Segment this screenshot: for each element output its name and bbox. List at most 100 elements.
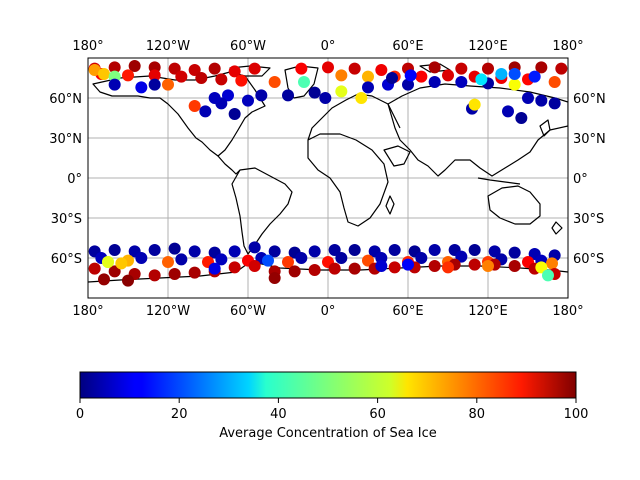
lon-tick-label-top: 60°E [392,39,423,54]
sea-ice-point [308,264,321,276]
sea-ice-point [175,253,188,266]
colorbar-label: Average Concentration of Sea Ice [219,426,437,441]
sea-ice-point [455,62,468,75]
colorbar-tick-label: 40 [270,407,287,422]
lat-tick-label-right: 30°S [573,212,604,227]
lon-tick-label-bottom: 60°W [230,304,266,319]
sea-ice-point [488,245,501,258]
sea-ice-point [535,94,548,107]
sea-ice-point [548,76,561,88]
sea-ice-point [355,92,368,104]
sea-ice-point [428,61,441,74]
sea-ice-point [208,262,221,275]
sea-ice-point [215,73,228,86]
sea-ice-point [242,94,254,107]
sea-ice-point [188,64,201,76]
sea-ice-point [319,92,332,104]
lat-tick-label-right: 60°N [573,92,606,107]
japan-coastline [539,119,551,137]
sea-ice-point [328,244,341,256]
colorbar-tick-label: 20 [171,407,188,422]
sea-ice-point [228,65,241,78]
sea-ice-point [362,70,374,83]
sea-ice-point [362,81,374,94]
sea-ice-point [135,81,148,94]
sea-ice-point [348,62,361,75]
sea-ice-point [288,265,301,278]
sea-ice-point [88,262,101,275]
lon-tick-label-bottom: 180° [552,304,583,319]
sea-ice-point [168,62,181,75]
sea-ice-point [388,244,401,256]
lat-tick-label-left: 60°N [49,92,82,107]
sea-ice-point [322,61,334,74]
sea-ice-point [475,73,488,86]
colorbar-tick-label: 0 [76,407,84,422]
sea-ice-point [222,89,234,102]
sea-ice-point [375,64,388,76]
north-america-coastline [92,71,266,157]
sea-ice-point [298,76,310,88]
sea-ice-point [188,245,201,258]
sea-ice-point [228,261,241,274]
sea-ice-point [542,269,554,282]
sea-ice-point [402,258,414,271]
sea-ice-point [308,86,321,99]
sea-ice-point [228,108,241,120]
sea-ice-point [175,70,188,83]
sea-ice-point [208,62,221,75]
lat-tick-label-right: 0° [573,172,588,187]
sea-ice-point [268,76,281,88]
sea-ice-point [108,265,121,278]
sea-ice-point [415,70,428,83]
sea-ice-point [228,245,241,258]
sea-ice-point [508,78,521,91]
sea-ice-point [388,261,401,274]
sea-ice-point [188,100,201,112]
sea-ice-point [188,266,201,279]
sea-ice-point [328,262,341,275]
sea-ice-point [386,72,398,84]
sea-ice-points [88,60,568,287]
sea-ice-point [208,92,221,104]
sea-ice-point [268,245,281,258]
sea-ice-point [522,92,534,104]
sea-ice-point [308,245,321,258]
sea-ice-point [508,260,521,272]
sea-ice-point [348,262,361,275]
lon-tick-label-top: 180° [552,39,583,54]
sea-ice-point [199,105,212,118]
south-america-coastline [231,167,293,255]
lon-tick-label-top: 0° [321,39,336,54]
sea-ice-point [402,78,414,91]
colorbar-tick-label: 100 [564,407,589,422]
sea-ice-point [282,256,294,268]
sea-ice-point [335,69,348,82]
sea-ice-point [282,89,294,102]
sea-ice-point [98,273,110,286]
sea-ice-point [428,260,441,272]
sea-ice-point [98,68,110,80]
lat-tick-label-left: 0° [67,172,82,187]
sea-ice-point [362,254,374,267]
sea-ice-point [248,241,261,254]
sea-ice-point [555,62,568,75]
sea-ice-point [428,76,441,88]
sea-ice-point [482,62,494,75]
arabia-coastline [383,145,411,167]
sea-ice-point [404,69,417,82]
sea-ice-point [108,78,121,91]
longitude-labels-top: 180° 120°W 60°W 0° 60°E 120°E 180° [72,39,583,54]
sea-ice-point [268,272,281,284]
sea-ice-point [88,64,101,76]
africa-coastline [307,133,389,227]
sea-ice-point [248,62,261,75]
sea-ice-point [115,257,128,270]
sea-ice-point [375,260,388,272]
colorbar-tick-label: 80 [469,407,486,422]
sea-ice-point [335,85,348,98]
lon-tick-label-top: 120°E [468,39,508,54]
lon-tick-label-bottom: 0° [321,304,336,319]
lon-tick-label-top: 180° [72,39,103,54]
